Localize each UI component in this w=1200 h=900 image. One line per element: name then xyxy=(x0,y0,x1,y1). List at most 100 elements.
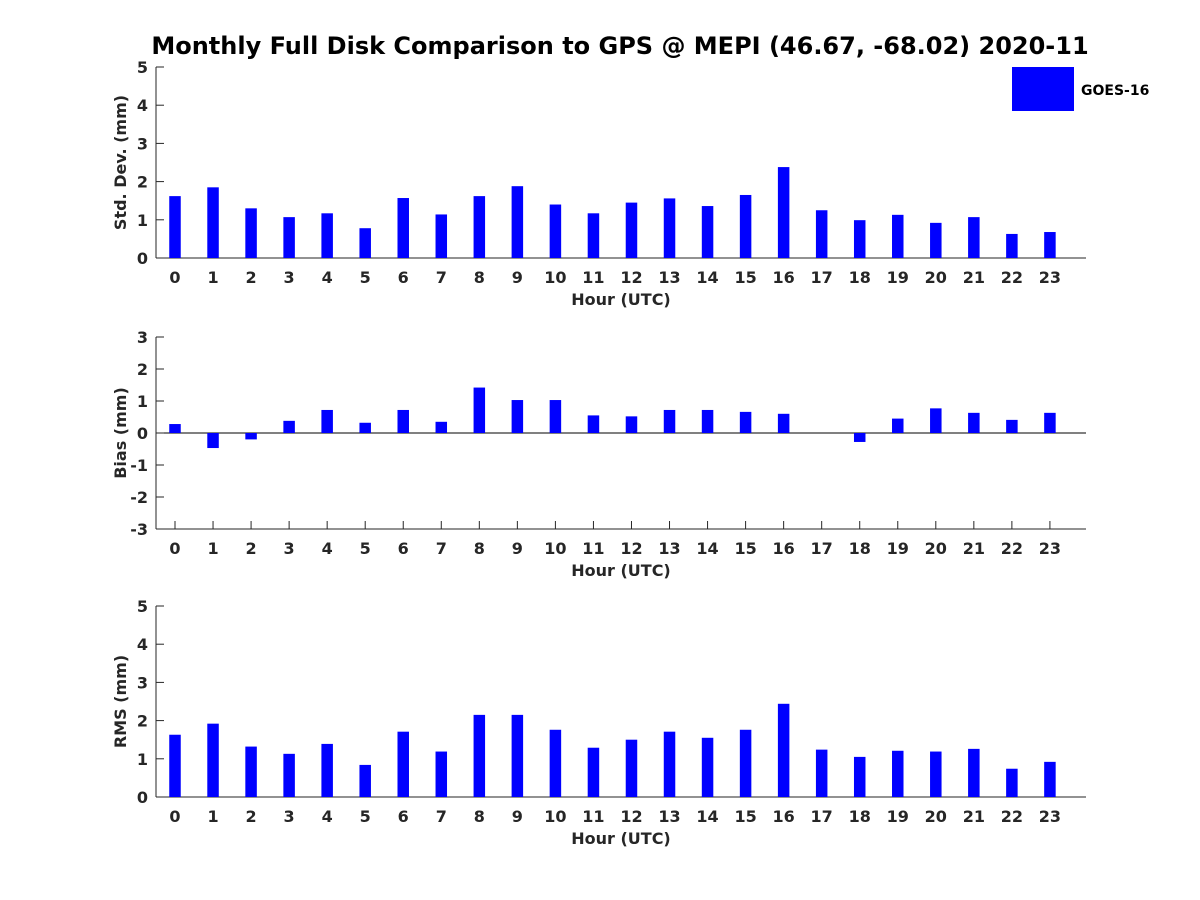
x-tick-label: 20 xyxy=(925,807,947,826)
x-tick-label: 12 xyxy=(620,807,642,826)
x-tick-label: 7 xyxy=(436,539,447,558)
chart-title: Monthly Full Disk Comparison to GPS @ ME… xyxy=(151,32,1088,60)
x-tick-label: 12 xyxy=(620,539,642,558)
bar xyxy=(169,734,181,797)
x-tick-label: 3 xyxy=(284,539,295,558)
bar xyxy=(663,409,676,433)
y-tick-label: 4 xyxy=(137,96,148,115)
x-tick-label: 0 xyxy=(169,807,180,826)
x-tick-label: 9 xyxy=(512,268,523,287)
bar xyxy=(359,228,371,258)
bar xyxy=(701,206,714,258)
bar xyxy=(283,420,295,433)
x-axis-label: Hour (UTC) xyxy=(571,829,671,848)
x-tick-label: 6 xyxy=(398,539,409,558)
bar xyxy=(435,214,448,258)
x-tick-label: 7 xyxy=(436,268,447,287)
x-axis-label: Hour (UTC) xyxy=(571,561,671,580)
bar xyxy=(473,387,486,433)
y-tick-label: 2 xyxy=(137,360,148,379)
bar xyxy=(1044,412,1056,433)
x-tick-label: 23 xyxy=(1039,539,1061,558)
bar xyxy=(359,764,371,797)
y-axis-label: Bias (mm) xyxy=(111,387,130,479)
bar xyxy=(930,751,942,797)
x-tick-label: 1 xyxy=(207,807,218,826)
y-tick-label: 5 xyxy=(137,597,148,616)
bar xyxy=(892,214,904,258)
y-tick-label: 1 xyxy=(137,750,148,769)
bar xyxy=(777,703,790,797)
y-tick-label: 5 xyxy=(137,58,148,77)
x-tick-label: 11 xyxy=(582,807,604,826)
bar xyxy=(625,739,638,797)
x-tick-label: 10 xyxy=(544,268,566,287)
bar xyxy=(701,409,714,433)
y-tick-label: -2 xyxy=(130,488,148,507)
bar xyxy=(853,756,866,797)
bar xyxy=(815,210,828,258)
bar xyxy=(777,413,790,433)
bar xyxy=(739,194,752,258)
x-tick-label: 16 xyxy=(773,539,795,558)
x-tick-label: 18 xyxy=(849,268,871,287)
bar xyxy=(549,729,562,797)
bar xyxy=(283,753,295,797)
x-tick-label: 19 xyxy=(887,807,909,826)
x-tick-label: 22 xyxy=(1001,539,1023,558)
bar xyxy=(663,731,676,797)
bar xyxy=(1044,232,1056,258)
x-tick-label: 16 xyxy=(773,268,795,287)
bar xyxy=(701,737,714,797)
bar xyxy=(968,748,980,797)
x-tick-label: 1 xyxy=(207,539,218,558)
legend-swatch xyxy=(1012,67,1074,111)
y-tick-label: 2 xyxy=(137,712,148,731)
y-tick-label: 0 xyxy=(137,788,148,807)
bar xyxy=(435,421,448,433)
bar xyxy=(968,412,980,433)
bar xyxy=(207,187,219,258)
y-tick-label: 3 xyxy=(137,673,148,692)
y-axis-label: Std. Dev. (mm) xyxy=(111,95,130,230)
x-tick-label: 6 xyxy=(398,268,409,287)
x-axis-label: Hour (UTC) xyxy=(571,290,671,309)
x-tick-label: 7 xyxy=(436,807,447,826)
bar xyxy=(663,198,676,258)
y-tick-label: 1 xyxy=(137,392,148,411)
x-tick-label: 12 xyxy=(620,268,642,287)
x-tick-label: 8 xyxy=(474,539,485,558)
bar xyxy=(853,220,866,258)
x-tick-label: 15 xyxy=(734,268,756,287)
x-tick-label: 20 xyxy=(925,268,947,287)
x-tick-label: 16 xyxy=(773,807,795,826)
bar xyxy=(549,400,562,433)
bar xyxy=(930,222,942,258)
bar xyxy=(321,213,333,258)
x-tick-label: 6 xyxy=(398,807,409,826)
x-tick-label: 4 xyxy=(322,807,333,826)
x-tick-label: 20 xyxy=(925,539,947,558)
bar xyxy=(473,714,486,797)
x-tick-label: 3 xyxy=(284,268,295,287)
x-tick-label: 17 xyxy=(811,268,833,287)
legend: GOES-16 xyxy=(1012,67,1149,111)
bar xyxy=(968,217,980,258)
x-tick-label: 23 xyxy=(1039,268,1061,287)
y-tick-label: 3 xyxy=(137,134,148,153)
bar xyxy=(892,750,904,797)
bar xyxy=(245,208,257,258)
bar xyxy=(549,204,562,258)
x-tick-label: 10 xyxy=(544,807,566,826)
bar xyxy=(321,409,333,433)
bar xyxy=(283,217,295,258)
x-tick-label: 4 xyxy=(322,268,333,287)
x-tick-label: 15 xyxy=(734,539,756,558)
x-tick-label: 3 xyxy=(284,807,295,826)
y-tick-label: 2 xyxy=(137,173,148,192)
bar xyxy=(207,723,219,797)
